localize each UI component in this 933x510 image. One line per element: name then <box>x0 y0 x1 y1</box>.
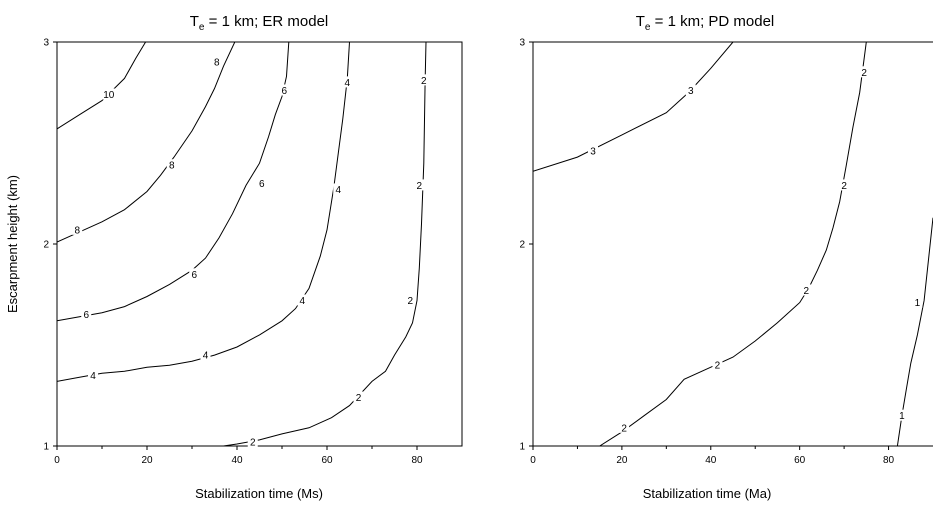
er-model-panel: 0 20 40 60 80 1 2 3 Te = 1 km; ER model Stabiliza… <box>5 13 463 501</box>
contour-label-bg <box>189 268 200 280</box>
contour-label-bg <box>912 296 923 308</box>
contour-label-bg <box>279 84 290 96</box>
y-axis-label: Escarpment height (km) <box>5 175 20 313</box>
contour-label: 2 <box>421 76 427 87</box>
pd-model-panel: 0 20 40 60 80 1 2 3 Te = 1 km; PD model Stabiliza… <box>519 13 933 501</box>
y-tick-label: 3 <box>43 38 49 49</box>
plot-frame <box>532 41 933 447</box>
chart-title: Te = 1 km; ER model <box>190 13 329 33</box>
contour-label: 1 <box>915 298 921 309</box>
x-tick-label: 0 <box>54 455 60 466</box>
contour-label-bg <box>166 159 177 171</box>
contour-label: 4 <box>203 351 209 362</box>
contour-label: 4 <box>299 296 305 307</box>
contour-label: 2 <box>250 437 256 448</box>
contour-label-bg <box>859 66 870 78</box>
contour-label-bg <box>256 177 267 189</box>
contour-label: 3 <box>590 147 596 158</box>
contour-label-bg <box>839 179 850 191</box>
contour-line-8 <box>57 42 236 243</box>
contour-label: 10 <box>103 90 115 101</box>
contour-label: 4 <box>335 185 341 196</box>
x-tick-label: 60 <box>321 455 333 466</box>
contour-label: 8 <box>74 225 80 236</box>
contour-label: 4 <box>344 78 350 89</box>
contour-label: 2 <box>804 286 810 297</box>
contour-label: 6 <box>191 270 197 281</box>
contour-label: 2 <box>715 361 721 372</box>
contour-label: 2 <box>841 181 847 192</box>
contour-label-bg <box>342 76 353 88</box>
contour-line-2 <box>223 42 427 446</box>
contour-label-bg <box>414 179 425 191</box>
contour-label-bg <box>418 74 429 86</box>
x-tick-label: 40 <box>231 455 243 466</box>
contour-label: 2 <box>416 181 422 192</box>
chart-title: Te = 1 km; PD model <box>636 13 775 33</box>
contour-label: 2 <box>861 68 867 79</box>
y-tick-label: 3 <box>519 38 525 49</box>
x-tick-label: 20 <box>141 455 153 466</box>
contour-label-bg <box>72 223 83 235</box>
contour-label: 2 <box>407 296 413 307</box>
x-tick-label: 0 <box>530 455 536 466</box>
x-axis-label: Stabilization time (Ms) <box>195 486 323 501</box>
contour-label: 8 <box>214 58 220 69</box>
contour-label-bg <box>81 308 92 320</box>
x-tick-label: 80 <box>883 455 895 466</box>
y-tick-label: 2 <box>519 240 525 251</box>
contour-label: 3 <box>688 86 694 97</box>
contour-line-2 <box>599 42 867 446</box>
contour-line-6 <box>57 42 290 322</box>
contour-label-bg <box>619 421 630 433</box>
contour-label-bg <box>211 56 222 68</box>
contour-label: 6 <box>259 179 265 190</box>
contour-label-bg <box>896 409 907 421</box>
contour-line-4 <box>57 42 350 382</box>
contour-label: 6 <box>83 310 89 321</box>
contour-label-bg <box>588 145 598 157</box>
contour-label-bg <box>297 294 308 306</box>
contour-label-bg <box>801 284 812 296</box>
contour-label: 2 <box>621 423 627 434</box>
contour-label-bg <box>333 183 344 195</box>
y-tick-label: 1 <box>519 442 525 453</box>
contour-label: 1 <box>899 411 905 422</box>
x-tick-label: 80 <box>411 455 423 466</box>
x-tick-label: 40 <box>705 455 717 466</box>
contour-label-bg <box>100 88 117 100</box>
contour-label-bg <box>200 349 211 361</box>
x-axis-label: Stabilization time (Ma) <box>643 486 772 501</box>
contour-label-bg <box>88 369 98 381</box>
plot-frame <box>56 41 463 447</box>
x-tick-label: 60 <box>794 455 806 466</box>
contour-label: 2 <box>356 393 362 404</box>
x-tick-label: 20 <box>616 455 628 466</box>
contour-line-3 <box>533 42 734 172</box>
contour-label-bg <box>712 359 723 371</box>
y-tick-label: 2 <box>43 240 49 251</box>
contour-label: 8 <box>169 161 175 172</box>
contour-line-10 <box>57 42 147 130</box>
contour-label: 6 <box>281 86 287 97</box>
contour-label-bg <box>353 391 364 403</box>
y-tick-label: 1 <box>43 442 49 453</box>
contour-label-bg <box>405 294 416 306</box>
contour-label-bg <box>685 84 696 96</box>
contour-label: 4 <box>90 371 96 382</box>
contour-label-bg <box>247 435 258 447</box>
